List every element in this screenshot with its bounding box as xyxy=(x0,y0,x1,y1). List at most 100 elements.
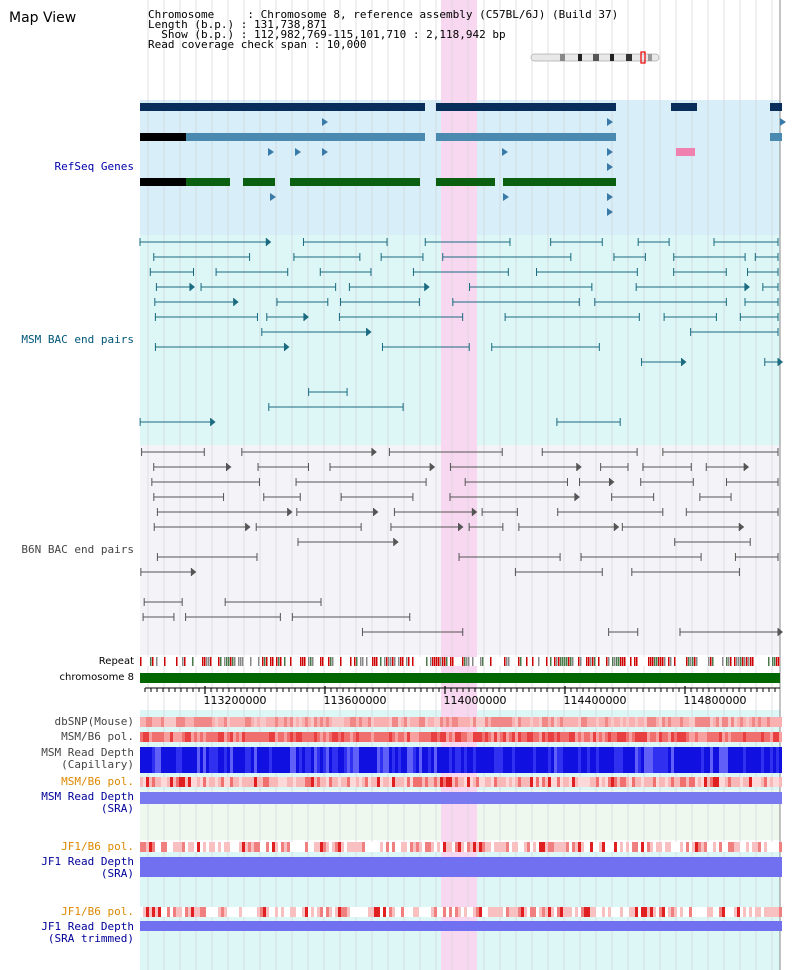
heat-cell xyxy=(530,717,533,727)
heat-cell xyxy=(389,842,392,852)
heat-cell xyxy=(155,717,158,727)
heat-cell xyxy=(572,842,575,852)
track-label-refseq[interactable]: RefSeq Genes xyxy=(54,160,134,173)
heat-cell xyxy=(452,747,455,773)
heat-cell xyxy=(539,792,542,804)
heat-cell xyxy=(356,717,359,727)
heat-cell xyxy=(536,921,539,931)
heat-cell xyxy=(512,842,515,852)
heat-cell xyxy=(716,777,719,787)
heat-cell xyxy=(728,717,731,727)
heat-cell xyxy=(578,732,581,742)
heat-cell xyxy=(296,907,299,917)
heat-cell xyxy=(743,777,746,787)
heat-cell xyxy=(311,842,314,852)
heat-cell xyxy=(704,732,707,742)
heat-cell xyxy=(569,842,572,852)
heat-cell xyxy=(386,842,389,852)
repeat-element xyxy=(218,657,220,666)
heat-cell xyxy=(665,792,668,804)
chromosome-ideogram[interactable] xyxy=(530,51,660,64)
heat-cell xyxy=(338,717,341,727)
refseq-gene-bar xyxy=(140,133,425,141)
heat-cell xyxy=(158,921,161,931)
heat-cell xyxy=(764,717,767,727)
heat-cell xyxy=(218,717,221,727)
heat-cell xyxy=(203,792,206,804)
heat-cell xyxy=(446,907,449,917)
heat-cell xyxy=(455,792,458,804)
heat-cell xyxy=(632,907,635,917)
heat-cell xyxy=(533,842,536,852)
heat-cell xyxy=(647,732,650,742)
heat-cell xyxy=(152,907,155,917)
repeat-element xyxy=(774,657,776,666)
heat-cell xyxy=(539,921,542,931)
heat-cell xyxy=(680,921,683,931)
heat-cell xyxy=(662,857,665,877)
heat-cell xyxy=(569,921,572,931)
heat-cell xyxy=(740,792,743,804)
heat-cell xyxy=(443,842,446,852)
heat-cell xyxy=(392,732,395,742)
repeat-element xyxy=(588,657,590,666)
refseq-gene-arrow xyxy=(322,148,328,156)
track-label-msm-bac[interactable]: MSM BAC end pairs xyxy=(21,333,134,346)
heat-cell xyxy=(368,777,371,787)
heat-cell xyxy=(158,747,161,773)
heat-cell xyxy=(458,732,461,742)
heat-cell xyxy=(326,921,329,931)
heat-cell xyxy=(743,717,746,727)
heat-cell xyxy=(152,842,155,852)
heat-cell xyxy=(167,777,170,787)
heat-cell xyxy=(512,792,515,804)
heat-cell xyxy=(335,921,338,931)
heat-cell xyxy=(452,717,455,727)
heat-cell xyxy=(149,921,152,931)
repeat-element xyxy=(656,657,658,666)
heat-cell xyxy=(245,842,248,852)
heat-cell xyxy=(524,857,527,877)
heat-cell xyxy=(542,717,545,727)
heat-cell xyxy=(425,747,428,773)
heat-cell xyxy=(227,921,230,931)
heat-cell xyxy=(149,717,152,727)
heat-cell xyxy=(272,732,275,742)
heat-cell xyxy=(293,907,296,917)
heat-cell xyxy=(404,732,407,742)
heat-cell xyxy=(569,717,572,727)
heat-cell xyxy=(599,747,602,773)
track-label-b6n-bac[interactable]: B6N BAC end pairs xyxy=(21,543,134,556)
repeat-element xyxy=(450,657,452,666)
heat-cell xyxy=(542,777,545,787)
heat-cell xyxy=(344,747,347,773)
heat-cell xyxy=(455,777,458,787)
heat-cell xyxy=(536,907,539,917)
heat-cell xyxy=(236,717,239,727)
repeat-element xyxy=(668,657,670,666)
repeat-element xyxy=(140,657,142,666)
heat-cell xyxy=(746,842,749,852)
heat-cell xyxy=(293,732,296,742)
heat-cell xyxy=(227,717,230,727)
heat-cell xyxy=(674,717,677,727)
heat-cell xyxy=(482,907,485,917)
heat-cell xyxy=(644,777,647,787)
heat-cell xyxy=(515,777,518,787)
heat-cell xyxy=(404,857,407,877)
heat-cell xyxy=(224,732,227,742)
heat-cell xyxy=(320,732,323,742)
heat-cell xyxy=(587,747,590,773)
heat-cell xyxy=(650,792,653,804)
heat-cell xyxy=(461,717,464,727)
heat-cell xyxy=(146,717,149,727)
heat-cell xyxy=(212,717,215,727)
heat-cell xyxy=(239,777,242,787)
heat-cell xyxy=(314,792,317,804)
heat-cell xyxy=(764,921,767,931)
refseq-gene-bar xyxy=(770,133,782,141)
heat-cell xyxy=(260,907,263,917)
heat-cell xyxy=(194,842,197,852)
heat-cell xyxy=(671,857,674,877)
